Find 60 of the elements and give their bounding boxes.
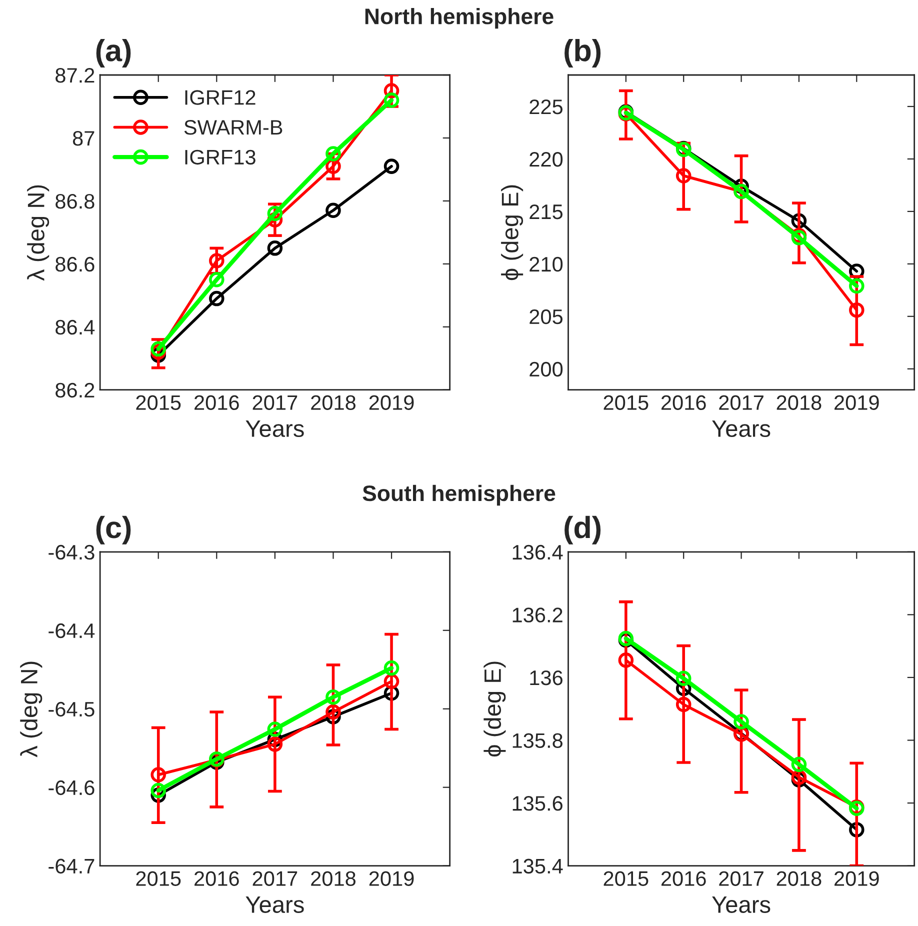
x-tick-label: 2015 [604, 395, 648, 410]
y-tick-label: 86.4 [56, 320, 95, 335]
x-tick-label: 2016 [194, 871, 239, 886]
y-tick-label: 86.2 [56, 382, 94, 398]
y-tick-label: 87 [72, 130, 94, 146]
x-axis-title: Years [246, 420, 304, 438]
x-tick-label: 2019 [834, 395, 879, 410]
y-tick-label: 210 [530, 256, 563, 272]
x-axis-title: Years [712, 896, 770, 913]
x-tick-label: 2019 [834, 871, 879, 886]
y-tick-label: 205 [530, 309, 563, 324]
x-tick-label: 2017 [252, 395, 298, 410]
x-tick-label: 2015 [136, 871, 181, 886]
x-tick-label: 2015 [136, 395, 181, 410]
legend-label: IGRF13 [185, 150, 256, 165]
x-axis-title: Years [712, 420, 770, 438]
x-tick-label: 2019 [369, 395, 414, 410]
x-axis-title: Years [246, 896, 304, 913]
y-tick-label: -64.4 [48, 623, 95, 638]
y-tick-label: -64.7 [48, 858, 94, 874]
y-tick-label: 200 [530, 362, 563, 377]
chart-title: (d) [564, 516, 601, 544]
y-tick-label: 215 [530, 204, 563, 220]
y-tick-label: 220 [530, 152, 563, 167]
y-axis-title: λ (deg N) [27, 185, 50, 281]
chart-title: (a) [96, 38, 131, 68]
legend-label: SWARM-B [184, 120, 282, 135]
x-tick-label: 2018 [776, 395, 822, 410]
y-tick-label: 87.2 [56, 68, 94, 83]
y-axis-title: ϕ (deg E) [501, 185, 524, 280]
x-tick-label: 2019 [369, 871, 414, 886]
y-tick-label: 225 [530, 99, 563, 114]
x-tick-label: 2018 [311, 871, 356, 886]
y-tick-label: 135.4 [512, 858, 563, 874]
x-tick-label: 2015 [604, 871, 648, 886]
x-tick-label: 2018 [311, 395, 356, 410]
y-axis-title: ϕ (deg E) [484, 662, 506, 757]
x-tick-label: 2017 [719, 871, 764, 886]
x-tick-label: 2016 [661, 395, 706, 410]
x-tick-label: 2016 [194, 395, 239, 410]
y-tick-label: -64.6 [48, 780, 94, 796]
x-tick-label: 2018 [776, 871, 822, 886]
y-axis-title: λ (deg N) [20, 662, 42, 758]
y-tick-label: 135.6 [512, 796, 562, 811]
x-tick-label: 2017 [719, 395, 764, 410]
y-tick-label: 135.8 [512, 733, 562, 748]
x-tick-label: 2017 [252, 871, 298, 886]
y-tick-label: -64.5 [48, 702, 94, 717]
y-tick-label: 136.4 [512, 544, 563, 560]
y-tick-label: 86.6 [56, 256, 94, 272]
chart-title: (b) [564, 38, 601, 68]
chart-title: (c) [96, 516, 131, 544]
y-tick-label: 136 [530, 670, 562, 686]
chart-subtitle: South hemisphere [362, 484, 556, 506]
y-tick-label: 86.8 [56, 194, 94, 209]
x-tick-label: 2016 [661, 871, 706, 886]
chart-subtitle: North hemisphere [365, 8, 554, 29]
y-tick-label: 136.2 [512, 608, 562, 622]
legend-label: IGRF12 [185, 90, 256, 105]
y-tick-label: -64.3 [48, 544, 94, 560]
